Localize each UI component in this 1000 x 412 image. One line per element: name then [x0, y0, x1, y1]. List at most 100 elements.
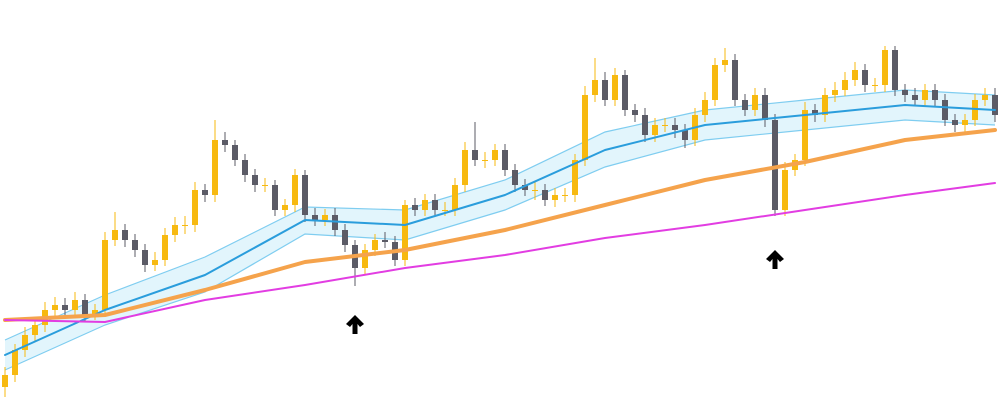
candle-body	[222, 140, 228, 145]
ma-line	[4, 104, 996, 356]
candle-body	[942, 100, 948, 120]
candle-body	[342, 230, 348, 245]
candle-body	[312, 215, 318, 220]
candle-body	[612, 75, 618, 100]
candle-body	[722, 60, 728, 65]
candle-body	[972, 100, 978, 120]
candle-body	[272, 185, 278, 210]
candle-body	[542, 190, 548, 200]
candle-body	[382, 240, 388, 242]
candle-body	[2, 375, 8, 387]
band-lower	[4, 119, 996, 371]
candle-body	[622, 75, 628, 110]
candle-body	[302, 175, 308, 215]
candle-body	[842, 80, 848, 90]
candle-body	[432, 200, 438, 210]
candle-body	[732, 60, 738, 100]
candle-body	[142, 250, 148, 265]
candle-body	[172, 225, 178, 235]
candle-body	[402, 205, 408, 260]
candle-body	[192, 190, 198, 225]
candle-body	[102, 240, 108, 310]
candle-body	[322, 215, 328, 220]
candle-body	[112, 230, 118, 240]
candle-body	[422, 200, 428, 210]
signal-arrow	[766, 250, 784, 269]
candle-body	[552, 195, 558, 200]
candle-body	[292, 175, 298, 205]
candle-body	[442, 210, 448, 211]
candle-body	[482, 160, 488, 161]
candle-body	[12, 350, 18, 375]
candle-body	[702, 100, 708, 115]
candle-body	[912, 95, 918, 100]
candle-body	[122, 230, 128, 240]
candle-body	[572, 160, 578, 195]
candle-body	[952, 120, 958, 125]
candle-body	[832, 90, 838, 95]
ma-line	[3, 128, 997, 322]
candle-body	[242, 160, 248, 175]
candle-body	[592, 80, 598, 95]
candle-body	[662, 125, 668, 126]
candle-body	[362, 250, 368, 268]
candle-body	[852, 70, 858, 80]
candle-body	[462, 150, 468, 185]
candle-body	[412, 205, 418, 210]
candle-body	[762, 95, 768, 120]
candle-body	[212, 140, 218, 195]
candle-body	[72, 300, 78, 310]
candle-body	[82, 300, 88, 315]
candle-body	[892, 50, 898, 90]
candle-body	[902, 90, 908, 95]
candle-body	[652, 125, 658, 135]
candle-body	[562, 195, 568, 196]
candle-body	[182, 225, 188, 226]
candle-body	[92, 310, 98, 315]
candle-body	[472, 150, 478, 160]
band-upper	[4, 89, 996, 341]
candle-body	[582, 95, 588, 160]
candle-body	[712, 65, 718, 100]
candle-body	[452, 185, 458, 210]
candle-body	[372, 240, 378, 250]
candle-body	[642, 115, 648, 135]
candle-body	[862, 70, 868, 85]
candle-body	[62, 305, 68, 310]
signal-arrow	[346, 315, 364, 334]
candle-body	[632, 110, 638, 115]
candle-body	[802, 110, 808, 160]
candle-body	[672, 125, 678, 130]
candle-body	[522, 185, 528, 190]
candle-body	[882, 50, 888, 85]
candle-body	[52, 305, 58, 310]
candle-body	[202, 190, 208, 195]
candle-body	[602, 80, 608, 100]
candle-body	[502, 150, 508, 170]
candle-body	[22, 335, 28, 350]
candle-body	[132, 240, 138, 250]
candle-body	[162, 235, 168, 260]
candle-body	[752, 95, 758, 110]
candle-body	[512, 170, 518, 185]
candle-body	[742, 100, 748, 110]
candle-body	[252, 175, 258, 185]
ma-line	[4, 182, 996, 323]
candle-body	[782, 170, 788, 210]
candle-body	[822, 95, 828, 115]
candle-body	[932, 90, 938, 100]
candle-body	[772, 120, 778, 210]
candle-body	[872, 85, 878, 86]
candle-body	[982, 95, 988, 100]
candle-body	[232, 145, 238, 160]
candle-body	[962, 120, 968, 125]
candle-body	[262, 185, 268, 186]
candle-body	[992, 95, 998, 115]
candle-body	[812, 110, 818, 115]
candle-body	[32, 325, 38, 335]
band-fill	[5, 90, 995, 370]
candle-body	[492, 150, 498, 160]
candle-body	[682, 130, 688, 140]
candle-body	[282, 205, 288, 210]
